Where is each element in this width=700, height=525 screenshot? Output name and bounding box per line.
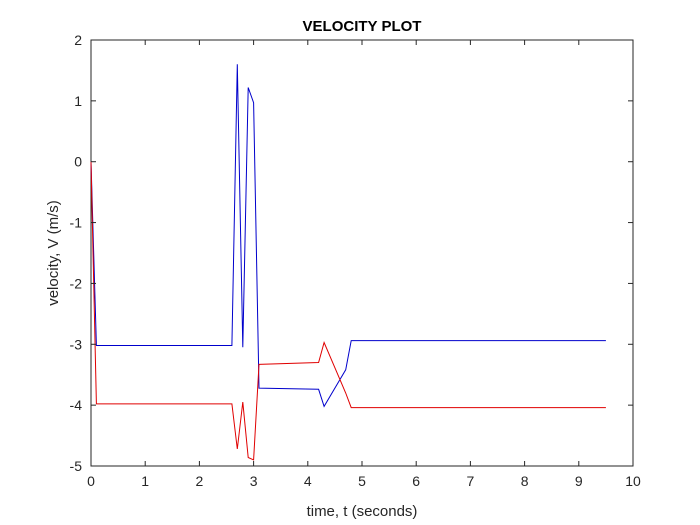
x-tick-label: 6 xyxy=(412,473,420,489)
chart-title: VELOCITY PLOT xyxy=(303,18,422,35)
axes-box xyxy=(90,39,634,467)
series-layer xyxy=(90,64,606,461)
x-tick-label: 9 xyxy=(575,473,583,489)
x-tick-label: 8 xyxy=(521,473,529,489)
x-tick-label: 1 xyxy=(141,473,149,489)
y-tick-label: -2 xyxy=(70,275,83,291)
plot-area xyxy=(90,39,634,467)
y-tick-label: 2 xyxy=(74,32,82,48)
x-tick-label: 5 xyxy=(358,473,366,489)
x-tick-label: 2 xyxy=(196,473,204,489)
x-axis-ticks: 0 1 2 3 4 5 6 7 8 9 10 xyxy=(87,40,641,489)
y-tick-label: -4 xyxy=(70,397,83,413)
y-axis-label: velocity, V (m/s) xyxy=(45,200,62,306)
y-tick-label: -3 xyxy=(70,336,83,352)
x-tick-label: 4 xyxy=(304,473,312,489)
y-tick-label: -5 xyxy=(70,458,83,474)
y-axis-ticks: -5 -4 -3 -2 -1 0 1 2 xyxy=(70,32,633,474)
series-line-1 xyxy=(90,64,606,408)
series-line-2 xyxy=(90,161,606,461)
y-tick-label: 0 xyxy=(74,154,82,170)
x-tick-label: 10 xyxy=(625,473,641,489)
x-axis-label: time, t (seconds) xyxy=(307,503,418,520)
y-tick-label: -1 xyxy=(70,215,83,231)
x-tick-label: 7 xyxy=(467,473,475,489)
y-tick-label: 1 xyxy=(74,93,82,109)
x-tick-label: 3 xyxy=(250,473,258,489)
x-tick-label: 0 xyxy=(87,473,95,489)
